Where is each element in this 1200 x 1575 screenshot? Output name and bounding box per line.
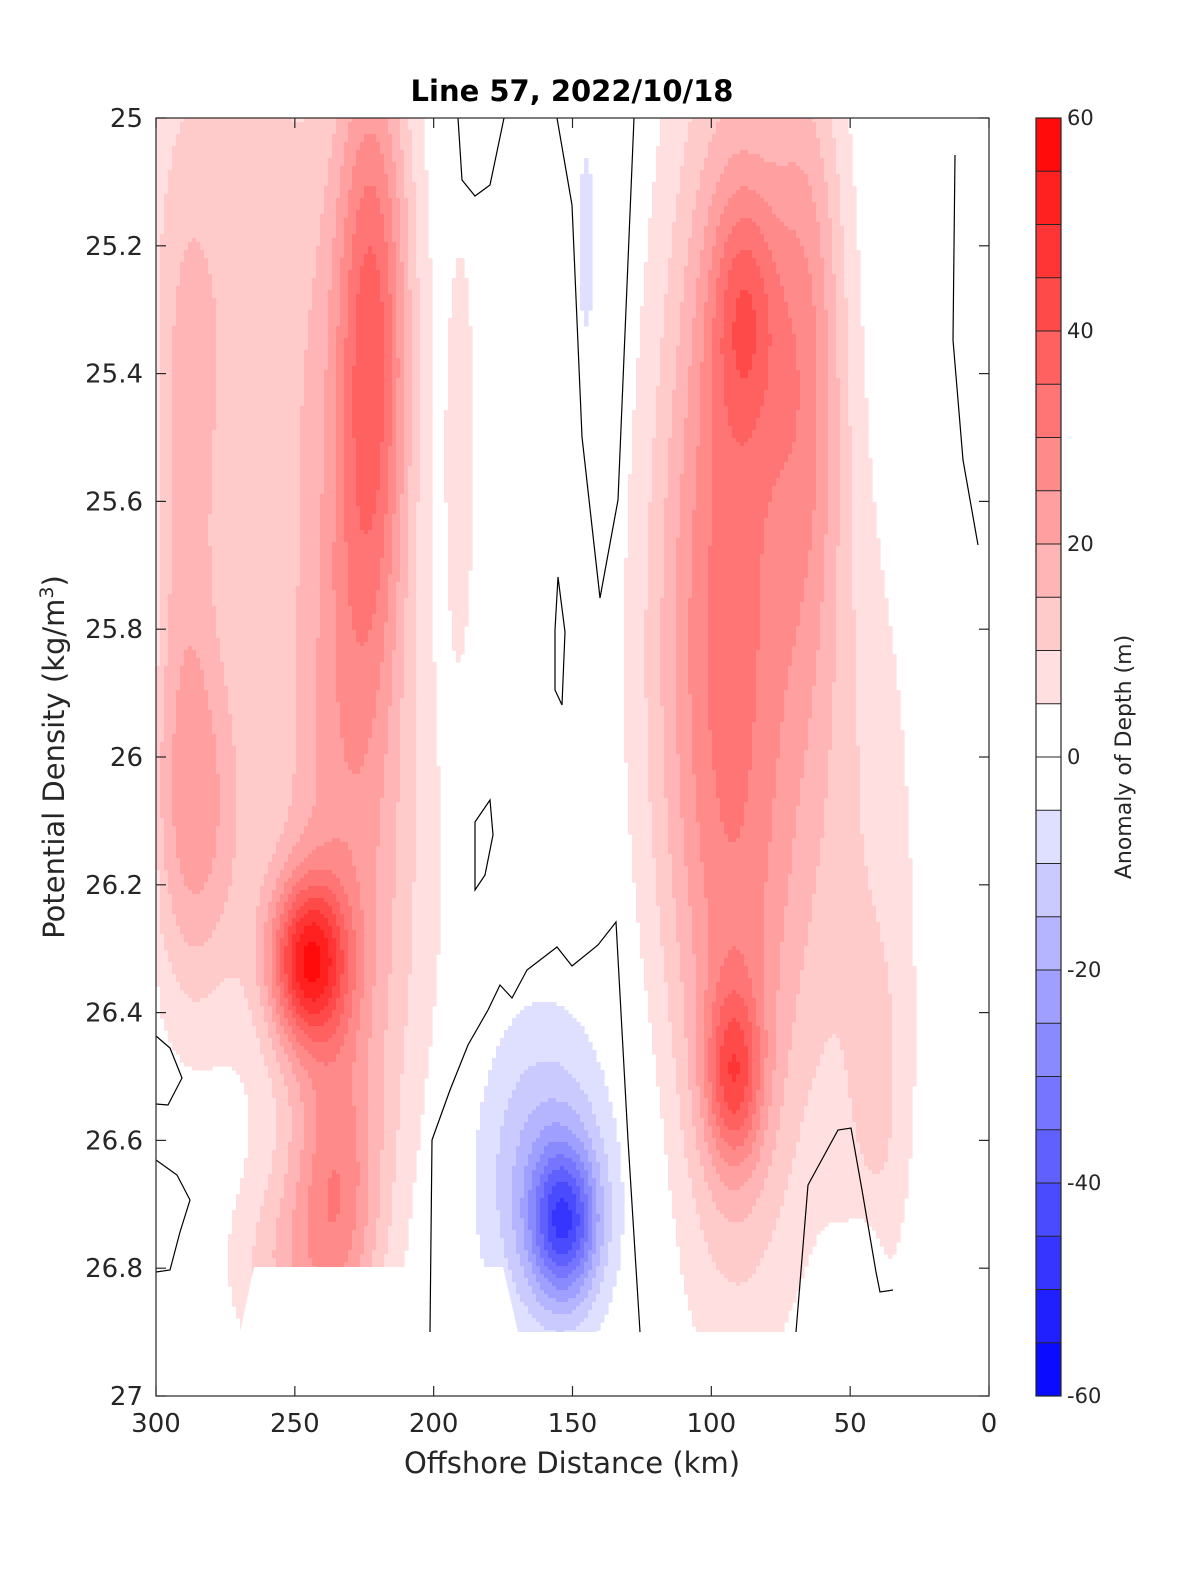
colorbar-segment bbox=[1036, 278, 1061, 332]
colorbar-label: Anomaly of Depth (m) bbox=[1112, 635, 1137, 879]
colorbar-segment bbox=[1036, 225, 1061, 279]
colorbar-segment bbox=[1036, 757, 1061, 811]
colorbar-segment bbox=[1036, 1183, 1061, 1237]
colorbar-segment bbox=[1036, 118, 1061, 172]
y-tick-label: 25.2 bbox=[85, 232, 143, 262]
y-tick-label: 25.8 bbox=[85, 615, 143, 645]
colorbar-segment bbox=[1036, 544, 1061, 598]
y-tick-label: 25.4 bbox=[85, 360, 143, 390]
y-tick-label: 25 bbox=[110, 104, 143, 134]
colorbar-segment bbox=[1036, 651, 1061, 705]
colorbar-segment bbox=[1036, 1023, 1061, 1077]
colorbar-segment bbox=[1036, 491, 1061, 545]
colorbar-segment bbox=[1036, 1343, 1061, 1397]
colorbar-tick-label: -40 bbox=[1067, 1171, 1101, 1195]
colorbar-segment bbox=[1036, 171, 1061, 225]
colorbar-segment bbox=[1036, 1290, 1061, 1344]
y-axis-label: Potential Density (kg/m3) bbox=[36, 575, 71, 939]
colorbar-tick-label: -20 bbox=[1067, 958, 1101, 982]
colorbar-tick-label: -60 bbox=[1067, 1384, 1101, 1408]
colorbar-segment bbox=[1036, 810, 1061, 864]
colorbar-segment bbox=[1036, 970, 1061, 1024]
colorbar-segment bbox=[1036, 704, 1061, 758]
colorbar: 60 40 20 0 -20 -40 -60 bbox=[1036, 106, 1101, 1408]
y-tick-label: 26 bbox=[110, 743, 143, 773]
y-tick-label: 27 bbox=[110, 1382, 143, 1412]
x-tick-label: 50 bbox=[834, 1409, 867, 1439]
colorbar-segment bbox=[1036, 917, 1061, 971]
x-tick-label: 150 bbox=[548, 1409, 598, 1439]
x-tick-label: 100 bbox=[687, 1409, 737, 1439]
x-axis-label: Offshore Distance (km) bbox=[404, 1446, 740, 1480]
colorbar-segment bbox=[1036, 864, 1061, 918]
colorbar-tick-label: 60 bbox=[1067, 106, 1094, 130]
colorbar-tick-label: 0 bbox=[1067, 745, 1080, 769]
colorbar-tick-label: 20 bbox=[1067, 532, 1094, 556]
x-tick-label: 300 bbox=[131, 1409, 181, 1439]
colorbar-segment bbox=[1036, 1236, 1061, 1290]
y-tick-label: 26.6 bbox=[85, 1126, 143, 1156]
colorbar-segment bbox=[1036, 331, 1061, 385]
y-tick-label: 26.2 bbox=[85, 871, 143, 901]
y-tick-label: 26.4 bbox=[85, 999, 143, 1029]
x-tick-label: 250 bbox=[270, 1409, 320, 1439]
colorbar-segment bbox=[1036, 438, 1061, 492]
colorbar-segment bbox=[1036, 1077, 1061, 1131]
colorbar-segment bbox=[1036, 1130, 1061, 1184]
x-tick-label: 200 bbox=[409, 1409, 459, 1439]
colorbar-tick-label: 40 bbox=[1067, 319, 1094, 343]
y-tick-label: 25.6 bbox=[85, 487, 143, 517]
colorbar-segment bbox=[1036, 384, 1061, 438]
y-tick-label: 26.8 bbox=[85, 1254, 143, 1284]
chart-title: Line 57, 2022/10/18 bbox=[411, 74, 734, 108]
contour-figure: Line 57, 2022/10/18 300 250 200 150 100 50 0 2… bbox=[0, 0, 1200, 1575]
colorbar-segment bbox=[1036, 597, 1061, 651]
x-tick-label: 0 bbox=[981, 1409, 998, 1439]
